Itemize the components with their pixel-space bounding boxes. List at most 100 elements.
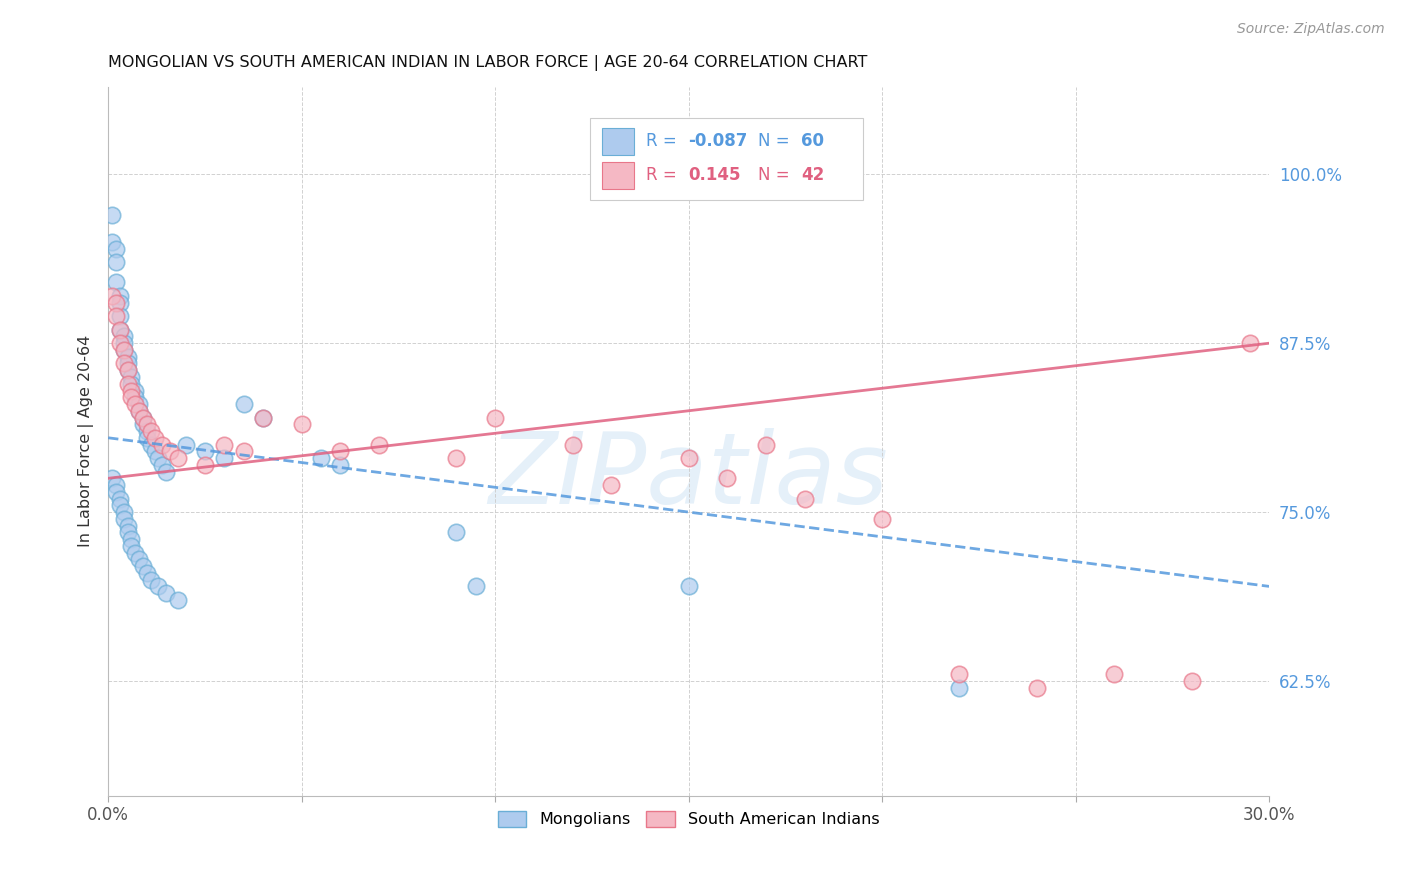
FancyBboxPatch shape (602, 128, 634, 154)
Point (135, 424, 157, 438)
Point (108, 310, 131, 324)
Point (716, 471, 738, 485)
Point (132, 417, 155, 432)
Point (117, 357, 139, 371)
Point (132, 410, 155, 425)
Point (150, 437, 173, 451)
Point (1025, 681, 1047, 695)
Point (112, 512, 135, 526)
Point (128, 552, 150, 566)
Point (120, 539, 142, 553)
Point (112, 343, 135, 357)
Point (104, 478, 127, 492)
Point (446, 451, 468, 466)
Point (212, 437, 235, 451)
Point (464, 579, 486, 593)
Point (101, 471, 124, 485)
Point (108, 491, 131, 506)
Point (139, 424, 162, 438)
Point (870, 512, 893, 526)
Point (112, 329, 135, 343)
Text: ZIPatlas: ZIPatlas (489, 428, 889, 525)
Point (446, 525, 468, 540)
Point (104, 276, 127, 290)
Point (309, 451, 332, 466)
Text: -0.087: -0.087 (689, 132, 748, 150)
Point (108, 295, 131, 310)
Point (104, 310, 127, 324)
Point (124, 546, 146, 560)
Point (1239, 336, 1261, 351)
Point (194, 444, 217, 458)
Text: 0.145: 0.145 (689, 166, 741, 185)
Point (143, 444, 166, 458)
Point (1104, 667, 1126, 681)
Point (108, 323, 131, 337)
Point (104, 242, 127, 256)
Point (135, 566, 157, 580)
Text: MONGOLIAN VS SOUTH AMERICAN INDIAN IN LABOR FORCE | AGE 20-64 CORRELATION CHART: MONGOLIAN VS SOUTH AMERICAN INDIAN IN LA… (108, 55, 868, 71)
Point (139, 437, 162, 451)
Text: 42: 42 (801, 166, 824, 185)
Point (159, 444, 181, 458)
Point (112, 343, 135, 357)
Point (101, 208, 124, 222)
Point (135, 417, 157, 432)
Point (212, 451, 235, 466)
Text: 60: 60 (801, 132, 824, 150)
Point (124, 384, 146, 398)
Point (120, 384, 142, 398)
Point (135, 431, 157, 445)
Point (166, 451, 188, 466)
Point (174, 437, 197, 451)
Point (128, 404, 150, 418)
Point (232, 397, 254, 411)
Point (104, 255, 127, 269)
Point (120, 390, 142, 404)
Point (155, 465, 177, 479)
Point (120, 370, 142, 384)
Point (329, 458, 352, 472)
Point (143, 431, 166, 445)
Text: R =: R = (645, 132, 682, 150)
Point (484, 410, 506, 425)
Text: N =: N = (758, 132, 796, 150)
Point (139, 573, 162, 587)
Point (120, 532, 142, 546)
Text: R =: R = (645, 166, 688, 185)
Point (948, 667, 970, 681)
Point (124, 390, 146, 404)
Point (132, 410, 155, 425)
Point (166, 593, 188, 607)
Point (108, 336, 131, 351)
Legend: Mongolians, South American Indians: Mongolians, South American Indians (491, 805, 886, 834)
Point (561, 437, 583, 451)
Point (678, 451, 700, 466)
Point (793, 491, 815, 506)
Point (117, 525, 139, 540)
Point (120, 376, 142, 391)
Point (368, 437, 391, 451)
Point (150, 458, 173, 472)
Point (124, 397, 146, 411)
Point (735, 167, 758, 181)
Point (678, 579, 700, 593)
Point (1181, 673, 1204, 688)
Point (252, 410, 274, 425)
Point (101, 235, 124, 249)
Point (948, 681, 970, 695)
Point (104, 295, 127, 310)
Text: N =: N = (758, 166, 796, 185)
Point (128, 397, 150, 411)
Point (329, 444, 352, 458)
Point (117, 350, 139, 364)
Point (755, 437, 778, 451)
Point (148, 451, 170, 466)
Point (108, 499, 131, 513)
Point (132, 559, 155, 574)
Point (252, 410, 274, 425)
Point (117, 363, 139, 377)
Point (104, 484, 127, 499)
Point (155, 586, 177, 600)
Point (117, 363, 139, 377)
